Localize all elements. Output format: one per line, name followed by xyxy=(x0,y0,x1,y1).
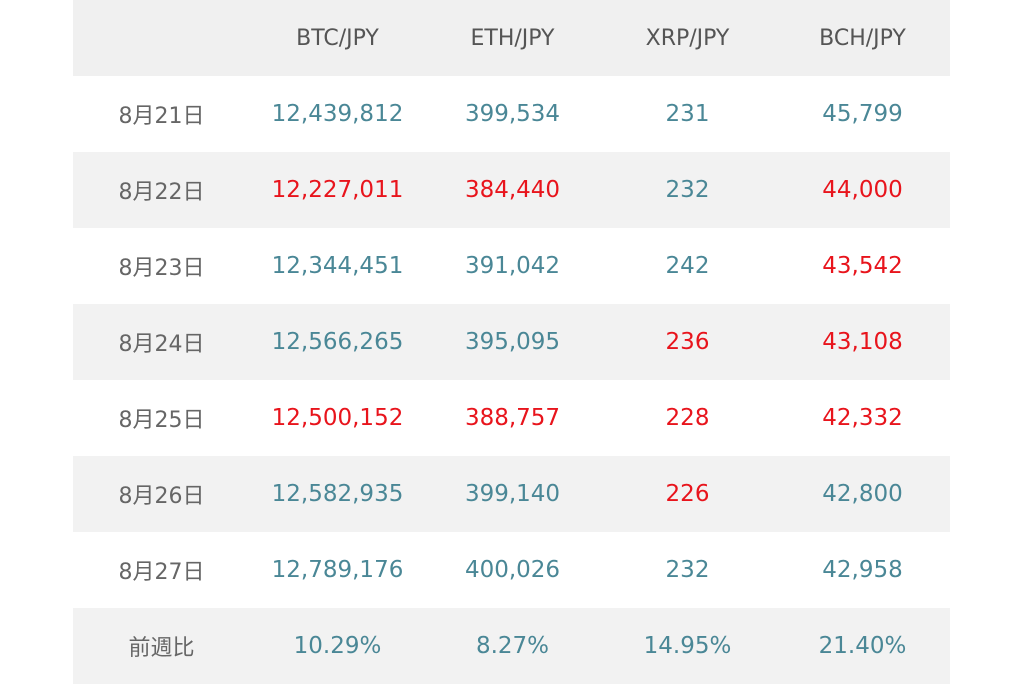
value-cell: 42,958 xyxy=(822,557,903,583)
value-cell: 228 xyxy=(665,405,710,431)
value-cell: 12,227,011 xyxy=(250,152,425,228)
header-row: BTC/JPY ETH/JPY XRP/JPY BCH/JPY xyxy=(73,0,950,76)
value-cell: 388,757 xyxy=(464,405,561,431)
value-cell: 43,108 xyxy=(775,304,950,380)
value-cell: 42,332 xyxy=(822,405,903,431)
value-cell: 12,789,176 xyxy=(271,557,404,583)
row-label: 8月27日 xyxy=(118,560,205,585)
row-label: 8月26日 xyxy=(73,456,250,532)
table-row: 8月22日 12,227,011 384,440 232 44,000 xyxy=(73,152,950,228)
price-table: BTC/JPY ETH/JPY XRP/JPY BCH/JPY 8月21日 12,439… xyxy=(73,0,950,684)
row-label: 8月25日 xyxy=(118,408,205,433)
value-cell: 400,026 xyxy=(464,557,561,583)
value-cell: 21.40% xyxy=(775,608,950,684)
row-label: 前週比 xyxy=(73,608,250,684)
table-row: 8月26日 12,582,935 399,140 226 42,800 xyxy=(73,456,950,532)
value-cell: 236 xyxy=(600,304,775,380)
table-row: 8月25日 12,500,152 388,757 228 42,332 xyxy=(73,380,950,456)
value-cell: 384,440 xyxy=(425,152,600,228)
value-cell: 231 xyxy=(665,101,710,127)
corner-cell xyxy=(73,0,250,76)
value-cell: 242 xyxy=(665,253,710,279)
value-cell: 12,500,152 xyxy=(271,405,404,431)
value-cell: 399,534 xyxy=(464,101,561,127)
row-label: 8月24日 xyxy=(73,304,250,380)
value-cell: 12,582,935 xyxy=(250,456,425,532)
table-row: 8月23日 12,344,451 391,042 242 43,542 xyxy=(73,228,950,304)
value-cell: 8.27% xyxy=(425,608,600,684)
row-label: 8月23日 xyxy=(118,256,205,281)
table-row: 8月24日 12,566,265 395,095 236 43,108 xyxy=(73,304,950,380)
row-label: 8月21日 xyxy=(118,104,205,129)
value-cell: 226 xyxy=(600,456,775,532)
value-cell: 44,000 xyxy=(775,152,950,228)
column-header: XRP/JPY xyxy=(600,0,775,76)
value-cell: 232 xyxy=(600,152,775,228)
value-cell: 395,095 xyxy=(425,304,600,380)
table-row: 8月21日 12,439,812 399,534 231 45,799 xyxy=(73,76,950,152)
row-label: 8月22日 xyxy=(73,152,250,228)
value-cell: 42,800 xyxy=(775,456,950,532)
table-row: 前週比 10.29% 8.27% 14.95% 21.40% xyxy=(73,608,950,684)
value-cell: 12,344,451 xyxy=(271,253,404,279)
value-cell: 399,140 xyxy=(425,456,600,532)
value-cell: 45,799 xyxy=(822,101,903,127)
value-cell: 14.95% xyxy=(600,608,775,684)
column-header: BTC/JPY xyxy=(250,0,425,76)
column-header: ETH/JPY xyxy=(425,0,600,76)
value-cell: 391,042 xyxy=(464,253,561,279)
value-cell: 43,542 xyxy=(822,253,903,279)
table-row: 8月27日 12,789,176 400,026 232 42,958 xyxy=(73,532,950,608)
table-body: 8月21日 12,439,812 399,534 231 45,799 8月22日 12,2… xyxy=(73,76,950,684)
value-cell: 12,566,265 xyxy=(250,304,425,380)
value-cell: 232 xyxy=(665,557,710,583)
column-header: BCH/JPY xyxy=(775,0,950,76)
value-cell: 10.29% xyxy=(250,608,425,684)
value-cell: 12,439,812 xyxy=(271,101,404,127)
